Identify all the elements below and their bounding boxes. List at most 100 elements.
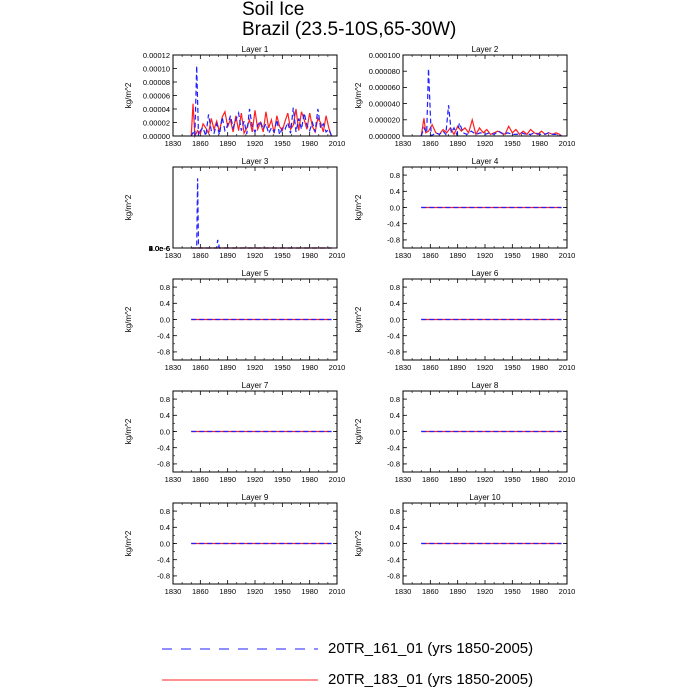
y-tick-label: 0.000060 xyxy=(369,83,400,92)
y-tick-label: -0.4 xyxy=(387,332,400,341)
x-tick-label: 1920 xyxy=(247,587,264,596)
x-tick-label: 2010 xyxy=(559,139,576,148)
panel-title: Layer 9 xyxy=(242,493,269,502)
x-tick-label: 1920 xyxy=(247,251,264,260)
x-tick-label: 1950 xyxy=(504,587,521,596)
y-tick-label: 0.000040 xyxy=(369,99,400,108)
panel-5: Layer 5 kg/m^2 1830 1860 1890 1920 1950 1980 201… xyxy=(124,269,345,372)
x-tick-label: 1980 xyxy=(301,475,318,484)
y-axis-label: kg/m^2 xyxy=(124,82,133,108)
plot-frame xyxy=(402,502,568,585)
y-tick-label: 0.4 xyxy=(390,187,400,196)
plot-frame xyxy=(172,278,338,361)
x-tick-label: 1950 xyxy=(274,363,291,372)
y-tick-label: 3.0e-6 xyxy=(149,244,170,253)
y-tick-label: 0.8 xyxy=(160,507,170,516)
x-tick-label: 1950 xyxy=(504,363,521,372)
x-tick-label: 1860 xyxy=(192,251,209,260)
figure-subtitle: Brazil (23.5-10S,65-30W) xyxy=(242,19,457,40)
y-tick-label: -0.4 xyxy=(387,556,400,565)
x-tick-label: 1980 xyxy=(301,139,318,148)
y-tick-label: 0.0e-6 xyxy=(149,244,170,253)
y-axis-label: kg/m^2 xyxy=(354,418,363,444)
y-tick-label: 0.00012 xyxy=(143,51,170,60)
y-axis-label: kg/m^2 xyxy=(124,418,133,444)
panel-6: Layer 6 kg/m^2 1830 1860 1890 1920 1950 1980 201… xyxy=(354,269,575,372)
x-tick-label: 1860 xyxy=(422,251,439,260)
plot-frame xyxy=(402,166,568,249)
x-tick-label: 1860 xyxy=(422,587,439,596)
y-tick-label: -0.4 xyxy=(157,444,170,453)
y-tick-label: 0.0 xyxy=(390,427,400,436)
x-tick-label: 2010 xyxy=(559,475,576,484)
y-tick-label: -0.8 xyxy=(157,348,170,357)
y-tick-label: -0.4 xyxy=(387,220,400,229)
panel-title: Layer 2 xyxy=(472,45,499,54)
x-tick-label: 1860 xyxy=(192,587,209,596)
panel-title: Layer 10 xyxy=(469,493,501,502)
y-tick-label: 0.8 xyxy=(160,395,170,404)
panel-4: Layer 4 kg/m^2 1830 1860 1890 1920 1950 1980 201… xyxy=(354,157,575,260)
x-tick-label: 1860 xyxy=(192,139,209,148)
x-tick-label: 2010 xyxy=(559,251,576,260)
x-tick-label: 2010 xyxy=(559,363,576,372)
x-tick-label: 2010 xyxy=(329,139,346,148)
legend-label-161: 20TR_161_01 (yrs 1850-2005) xyxy=(328,640,534,657)
plot-frame xyxy=(172,390,338,473)
y-tick-label: -0.4 xyxy=(387,444,400,453)
series-line-20TR_183_01 xyxy=(420,117,562,137)
x-tick-label: 1860 xyxy=(422,363,439,372)
panel-3: Layer 3 kg/m^2 1830 1860 1890 1920 1950 1980 201… xyxy=(124,157,345,260)
panel-title: Layer 4 xyxy=(472,157,499,166)
panel-2: Layer 2 kg/m^2 1830 1860 1890 1920 1950 1980 201… xyxy=(354,45,575,148)
panel-title: Layer 3 xyxy=(242,157,269,166)
x-tick-label: 1890 xyxy=(219,475,236,484)
legend-label-183: 20TR_183_01 (yrs 1850-2005) xyxy=(328,671,534,688)
panel-title: Layer 1 xyxy=(242,45,269,54)
y-tick-label: 0.00000 xyxy=(143,132,170,141)
y-tick-label: 0.8 xyxy=(160,283,170,292)
y-axis-label: kg/m^2 xyxy=(124,306,133,332)
x-tick-label: 1830 xyxy=(395,587,412,596)
y-tick-label: 0.0 xyxy=(390,203,400,212)
x-tick-label: 1890 xyxy=(219,363,236,372)
y-tick-label: -0.8 xyxy=(387,236,400,245)
y-tick-label: -0.4 xyxy=(157,556,170,565)
panel-9: Layer 9 kg/m^2 1830 1860 1890 1920 1950 1980 201… xyxy=(124,493,345,596)
y-tick-label: 0.00006 xyxy=(143,91,170,100)
x-tick-label: 1830 xyxy=(165,251,182,260)
x-tick-label: 2010 xyxy=(559,587,576,596)
y-tick-label: 0.8 xyxy=(390,171,400,180)
x-tick-label: 1950 xyxy=(274,251,291,260)
x-tick-label: 1920 xyxy=(477,475,494,484)
plot-frame xyxy=(402,390,568,473)
y-tick-label: 0.4 xyxy=(390,523,400,532)
y-axis-label: kg/m^2 xyxy=(124,530,133,556)
x-tick-label: 1830 xyxy=(165,475,182,484)
x-tick-label: 1980 xyxy=(301,587,318,596)
x-tick-label: 1980 xyxy=(531,363,548,372)
x-tick-label: 1890 xyxy=(449,251,466,260)
y-axis-label: kg/m^2 xyxy=(124,194,133,220)
x-tick-label: 1920 xyxy=(477,139,494,148)
x-tick-label: 1890 xyxy=(219,587,236,596)
y-tick-label: 0.4 xyxy=(160,523,170,532)
y-tick-label: 0.8 xyxy=(390,395,400,404)
figure-title: Soil Ice xyxy=(242,0,305,20)
panel-10: Layer 10 kg/m^2 1830 1860 1890 1920 1950 1980 20… xyxy=(354,493,575,596)
y-tick-label: 0.000020 xyxy=(369,116,400,125)
y-tick-label: -0.8 xyxy=(157,460,170,469)
plot-frame xyxy=(172,166,338,249)
y-tick-label: -0.8 xyxy=(157,572,170,581)
x-tick-label: 1830 xyxy=(395,139,412,148)
y-tick-label: -0.4 xyxy=(157,332,170,341)
y-tick-label: 2.0e-6 xyxy=(149,244,170,253)
x-tick-label: 1830 xyxy=(165,139,182,148)
y-tick-label: 0.0 xyxy=(390,539,400,548)
x-tick-label: 1890 xyxy=(219,139,236,148)
y-tick-label: 0.4 xyxy=(160,411,170,420)
y-tick-label: -0.8 xyxy=(387,348,400,357)
x-tick-label: 1920 xyxy=(247,475,264,484)
y-tick-label: 0.00002 xyxy=(143,118,170,127)
x-tick-label: 1950 xyxy=(504,475,521,484)
